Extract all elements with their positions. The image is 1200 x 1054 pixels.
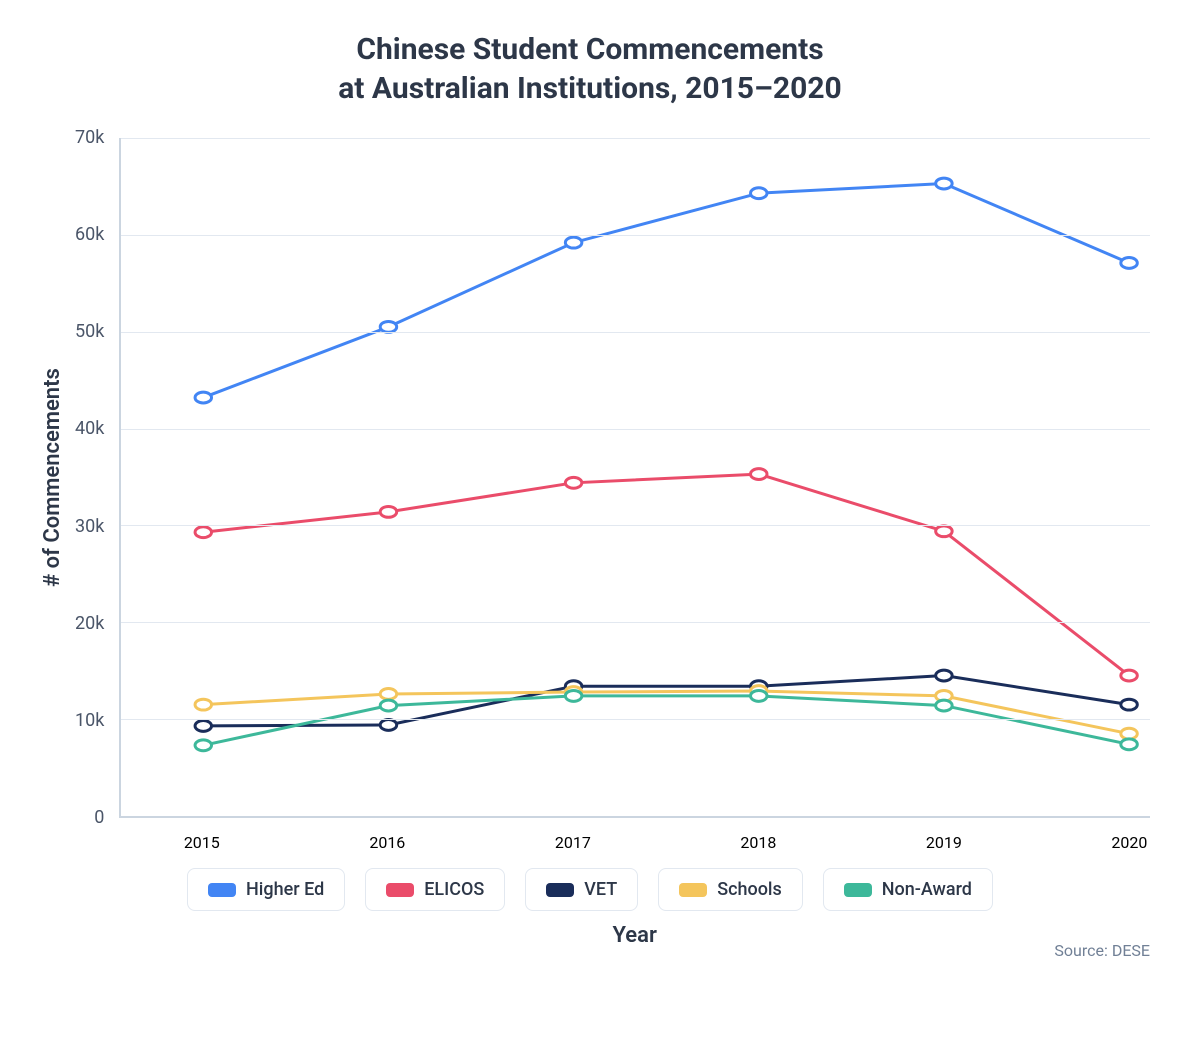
- legend-label: Non-Award: [882, 879, 972, 900]
- series-marker: [1121, 699, 1137, 710]
- legend-label: Higher Ed: [246, 879, 324, 900]
- series-marker: [381, 689, 397, 700]
- legend-swatch: [386, 883, 414, 897]
- legend-label: VET: [584, 879, 617, 900]
- x-tick-label: 2020: [1111, 833, 1147, 852]
- series-marker: [936, 178, 952, 189]
- gridline: [121, 235, 1150, 236]
- chart-title-line2: at Australian Institutions, 2015–2020: [338, 71, 842, 106]
- legend-item-vet[interactable]: VET: [525, 868, 638, 911]
- legend-item-higher-ed[interactable]: Higher Ed: [187, 868, 345, 911]
- series-marker: [1121, 670, 1137, 681]
- series-marker: [1121, 258, 1137, 269]
- series-marker: [566, 477, 582, 488]
- chart-body: # of Commencements 70k60k50k40k30k20k10k…: [30, 138, 1150, 818]
- legend: Higher Ed ELICOS VET Schools Non-Award: [30, 868, 1150, 911]
- series-marker: [381, 506, 397, 517]
- x-tick-label: 2017: [555, 833, 591, 852]
- gridline: [121, 622, 1150, 623]
- series-marker: [566, 237, 582, 248]
- x-tick-label: 2016: [369, 833, 405, 852]
- x-tick-label: 2018: [740, 833, 776, 852]
- series-marker: [381, 720, 397, 731]
- series-marker: [195, 699, 211, 710]
- gridline: [121, 525, 1150, 526]
- gridline: [121, 429, 1150, 430]
- x-tick-label: 2015: [184, 833, 220, 852]
- legend-swatch: [208, 883, 236, 897]
- series-marker: [936, 700, 952, 711]
- series-marker: [751, 690, 767, 701]
- series-marker: [751, 188, 767, 199]
- series-line-non-award: [204, 696, 1130, 745]
- series-line-elicos: [204, 474, 1130, 675]
- series-marker: [936, 526, 952, 537]
- legend-swatch: [679, 883, 707, 897]
- plot-area: [119, 138, 1150, 818]
- legend-swatch: [546, 883, 574, 897]
- chart-container: Chinese Student Commencements at Austral…: [0, 0, 1200, 1054]
- series-marker: [751, 469, 767, 480]
- legend-item-non-award[interactable]: Non-Award: [823, 868, 993, 911]
- y-axis-label: # of Commencements: [30, 138, 75, 818]
- series-marker: [195, 720, 211, 731]
- series-marker: [1121, 739, 1137, 750]
- series-line-schools: [204, 691, 1130, 734]
- y-axis-ticks: 70k60k50k40k30k20k10k0: [75, 138, 119, 818]
- gridline: [121, 719, 1150, 720]
- gridline: [121, 138, 1150, 139]
- legend-swatch: [844, 883, 872, 897]
- series-marker: [566, 690, 582, 701]
- x-tick-label: 2019: [926, 833, 962, 852]
- series-marker: [195, 527, 211, 538]
- chart-title: Chinese Student Commencements at Austral…: [30, 30, 1150, 108]
- legend-label: ELICOS: [424, 879, 484, 900]
- chart-title-line1: Chinese Student Commencements: [356, 32, 823, 67]
- legend-label: Schools: [717, 879, 782, 900]
- gridline: [121, 332, 1150, 333]
- series-line-higher-ed: [204, 184, 1130, 398]
- series-marker: [195, 740, 211, 751]
- x-axis-label: Year: [119, 923, 1150, 948]
- series-marker: [381, 321, 397, 332]
- plot-wrap: 201520162017201820192020 Year: [119, 138, 1150, 818]
- x-axis-ticks: 2015 2016 2017 2018 2019 2020: [119, 833, 1150, 863]
- legend-item-elicos[interactable]: ELICOS: [365, 868, 505, 911]
- series-marker: [936, 670, 952, 681]
- series-marker: [381, 700, 397, 711]
- lines-svg: [121, 138, 1150, 816]
- legend-item-schools[interactable]: Schools: [658, 868, 803, 911]
- series-marker: [195, 392, 211, 403]
